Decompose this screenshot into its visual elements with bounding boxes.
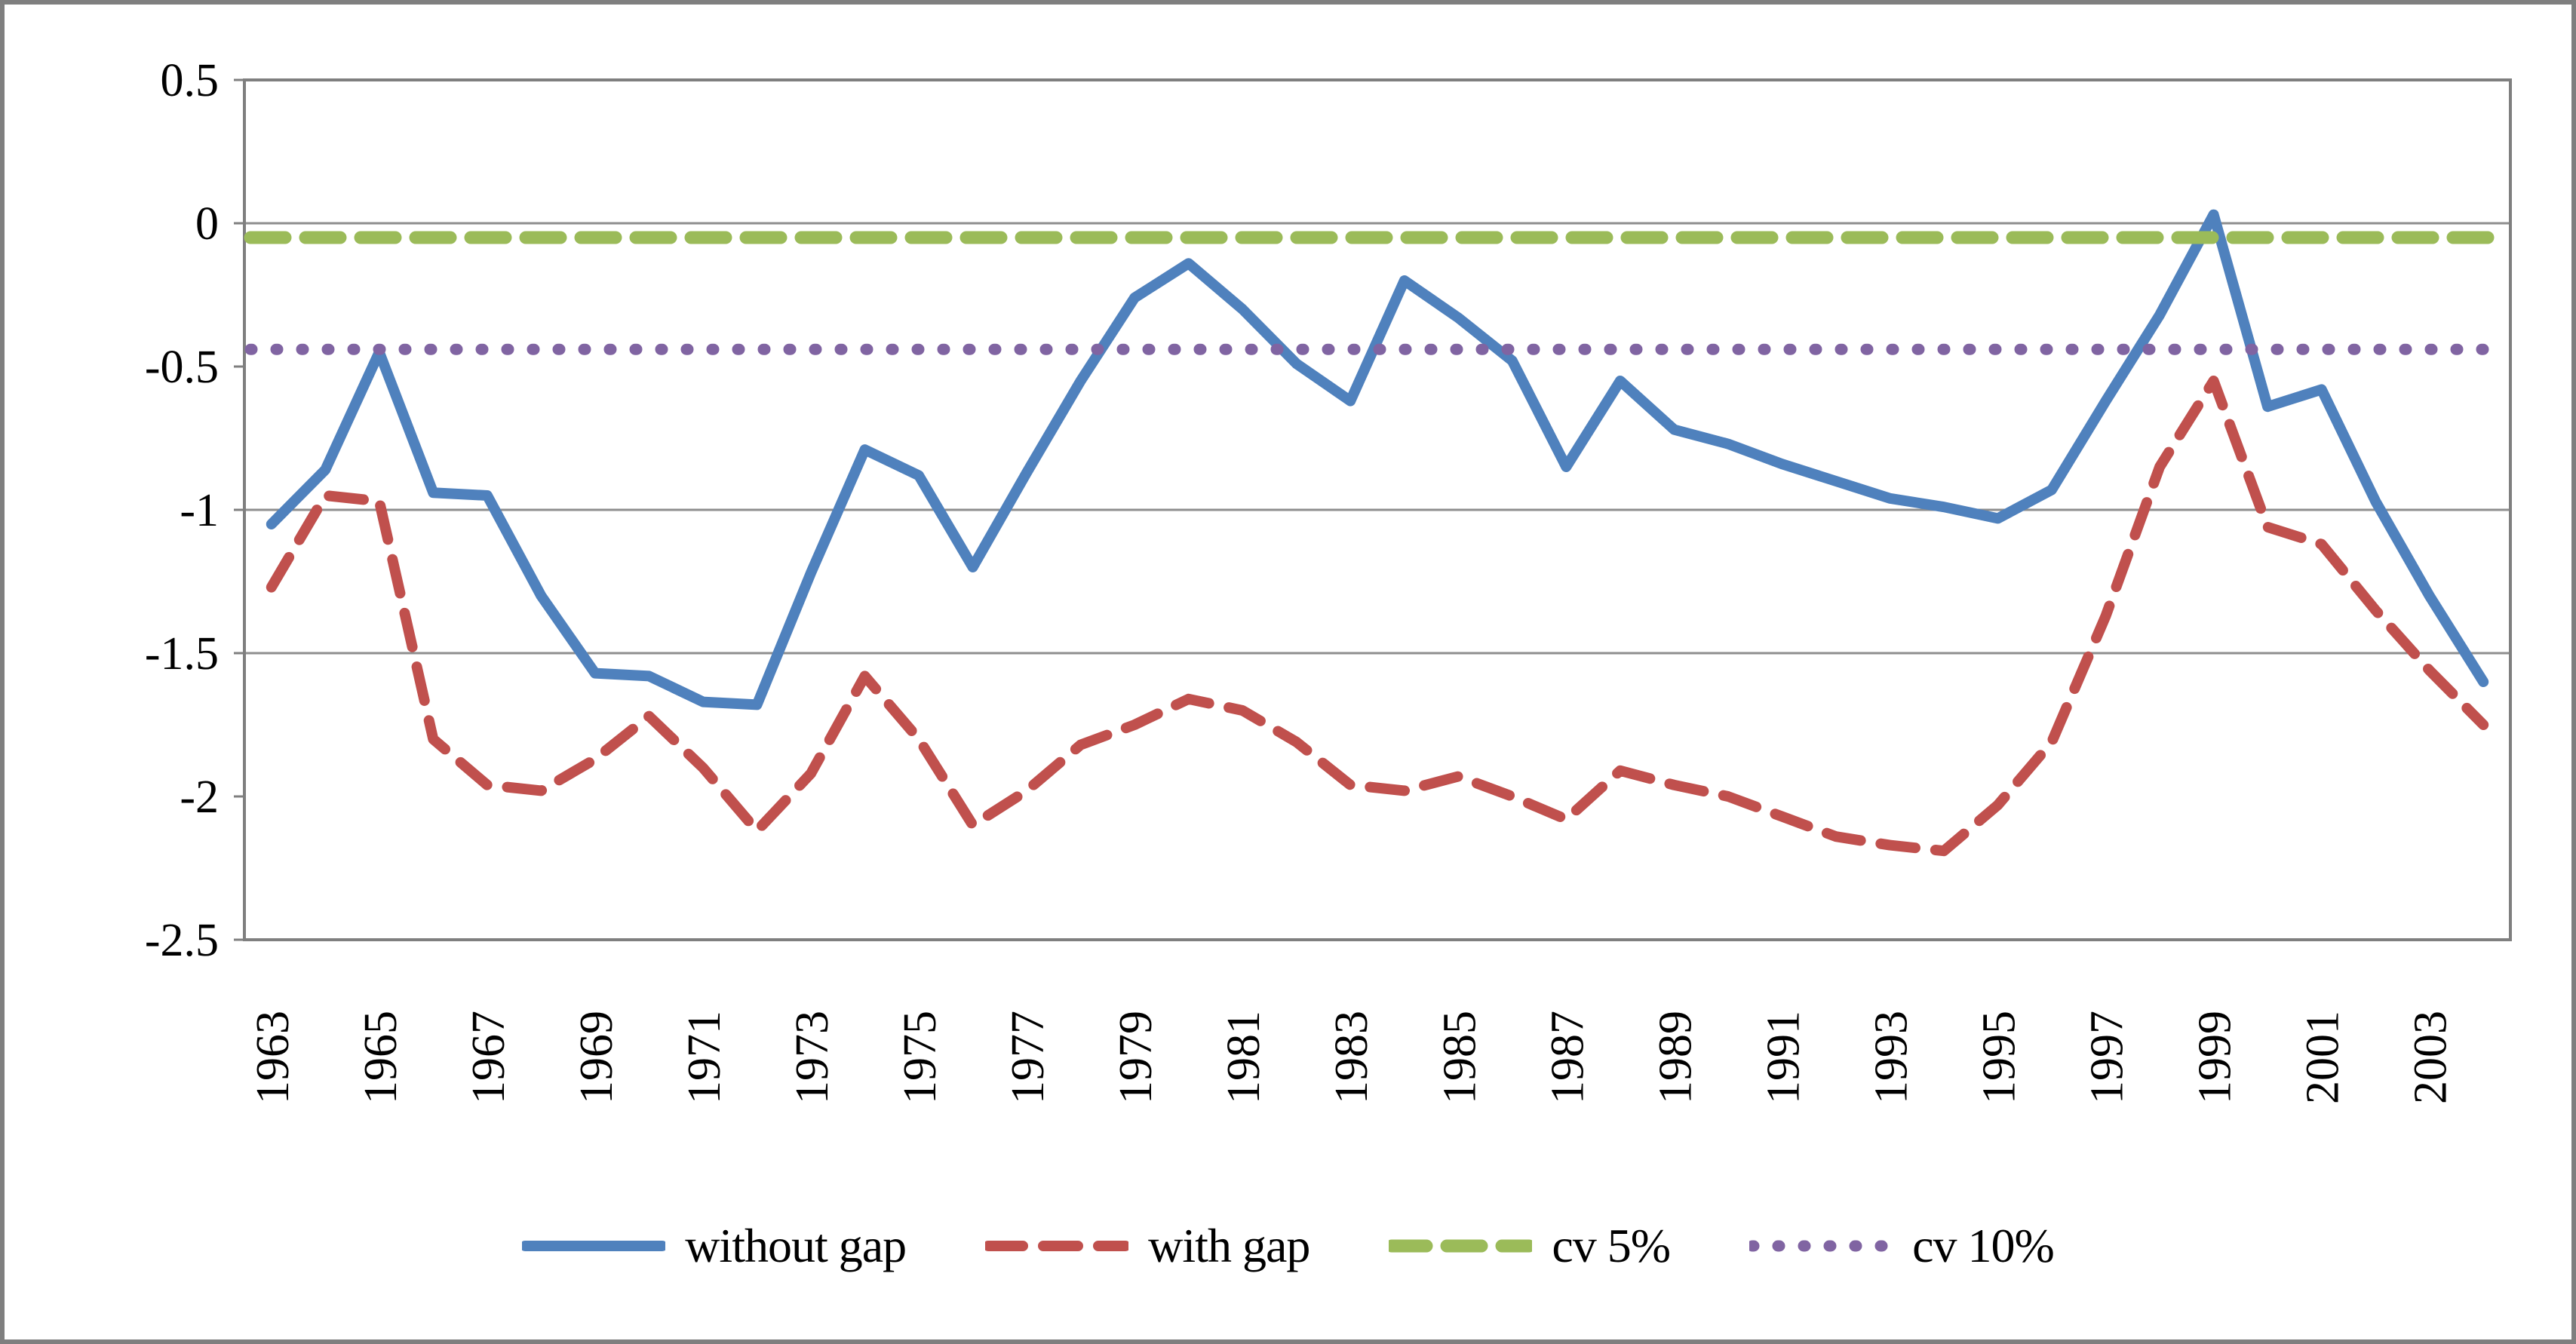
x-tick-label: 1985 (1434, 1011, 1485, 1104)
x-tick-label: 1999 (2190, 1011, 2241, 1104)
x-tick-label: 2003 (2406, 1011, 2457, 1104)
x-tick-label: 1963 (247, 1011, 299, 1104)
y-tick-label: -0.5 (145, 342, 219, 393)
legend-marker-cv5 (1389, 1239, 1533, 1253)
x-tick-label: 1971 (679, 1011, 730, 1104)
legend-item-cv5: cv 5% (1389, 1218, 1671, 1274)
legend: without gap with gap cv 5% cv 10% (5, 1201, 2571, 1291)
x-tick-label: 1973 (787, 1011, 838, 1104)
legend-item-cv10: cv 10% (1749, 1218, 2055, 1274)
legend-label-with-gap: with gap (1148, 1219, 1310, 1272)
y-tick-label: -2 (180, 772, 219, 823)
series-line-with-gap (266, 376, 2489, 857)
legend-label-without-gap: without gap (685, 1219, 907, 1272)
x-tick-label: 1993 (1865, 1011, 1917, 1104)
series-line-without-gap (266, 209, 2489, 710)
x-tick-label: 1965 (355, 1011, 407, 1104)
plot-area: 0.5 0 -0.5 -1 -1.5 -2 -2.5 1963 1965 1967 1969 1971… (5, 5, 2571, 1339)
x-tick-label: 1967 (463, 1011, 514, 1104)
x-tick-label: 1975 (895, 1011, 946, 1104)
legend-item-with-gap: with gap (985, 1218, 1310, 1274)
legend-marker-with-gap (985, 1241, 1129, 1251)
x-tick-label: 1989 (1650, 1011, 1701, 1104)
y-tick-label: -2.5 (145, 915, 219, 966)
y-tick-label: 0 (195, 198, 219, 250)
x-tick-label: 1995 (1974, 1011, 2025, 1104)
x-tick-label: 1987 (1542, 1011, 1593, 1104)
x-tick-label: 2001 (2298, 1011, 2349, 1104)
x-tick-label: 1979 (1110, 1011, 1162, 1104)
chart-canvas: 0.5 0 -0.5 -1 -1.5 -2 -2.5 1963 1965 1967 1969 1971… (145, 55, 2512, 1104)
y-tick-label: 0.5 (161, 55, 220, 106)
legend-label-cv10: cv 10% (1912, 1219, 2055, 1272)
legend-label-cv5: cv 5% (1552, 1219, 1671, 1272)
legend-marker-without-gap (522, 1241, 666, 1251)
x-tick-label: 1969 (571, 1011, 622, 1104)
x-tick-label: 1977 (1002, 1011, 1054, 1104)
y-tick-label: -1.5 (145, 628, 219, 680)
x-tick-label: 1981 (1218, 1011, 1270, 1104)
y-tick-label: -1 (180, 485, 219, 536)
x-tick-label: 1997 (2082, 1011, 2133, 1104)
legend-item-without-gap: without gap (522, 1218, 907, 1274)
legend-marker-cv10 (1749, 1240, 1893, 1252)
x-tick-label: 1991 (1758, 1011, 1809, 1104)
x-tick-label: 1983 (1326, 1011, 1377, 1104)
